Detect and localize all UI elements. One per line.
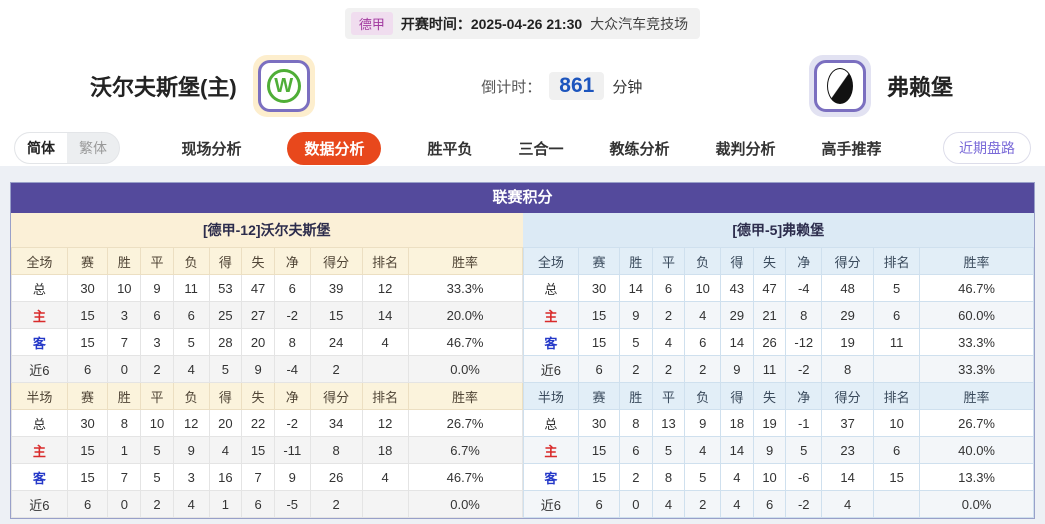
away-team: 弗赖堡: [808, 55, 953, 117]
stats-table-away: 全场赛胜平负得失净得分 排名 胜率总 30 14 6 10 43 47 -4 48 5 46.7% 主 15…: [522, 247, 1035, 518]
nav-tab[interactable]: 数据分析: [287, 131, 382, 165]
row-label: 客: [522, 463, 580, 491]
table-row: 主 15 1 5 9 4 15 -11 8 18 6.7%: [11, 436, 523, 464]
row-label: 近6: [522, 490, 580, 518]
nav-tab[interactable]: 三合一: [518, 140, 564, 158]
row-label: 总: [11, 409, 68, 437]
table-row: 客 15 7 3 5 28 20 8 24 4 46.7%: [11, 328, 523, 356]
row-label: 总: [522, 409, 580, 437]
countdown-unit: 分钟: [612, 78, 643, 96]
match-info-pill: 德甲 开赛时间：2025-04-26 21:30 大众汽车竞技场: [344, 8, 701, 39]
countdown: 倒计时： 861 分钟: [315, 72, 809, 100]
nav-tab[interactable]: 现场分析: [181, 140, 242, 158]
table-row: 近6 6 2 2 2 9 11 -2 8 33.3%: [522, 355, 1034, 383]
home-team-logo: W: [252, 55, 315, 117]
column-header-row: 半场赛胜平负得失净得分 排名 胜率: [522, 382, 1034, 410]
lang-simplified-option[interactable]: 简体: [15, 133, 67, 163]
column-header-row: 半场赛胜平负得失净得分 排名 胜率: [11, 382, 523, 410]
nav-tab[interactable]: 高手推荐: [821, 140, 882, 158]
row-label: 客: [11, 328, 68, 356]
nav-tab[interactable]: 胜平负: [427, 140, 473, 158]
away-team-name: 弗赖堡: [886, 75, 953, 100]
language-toggle[interactable]: 简体 繁体: [14, 132, 120, 164]
table-row: 总 30 8 10 12 20 22 -2 34 12 26.7%: [11, 409, 523, 437]
home-team: 沃尔夫斯堡(主) W: [90, 55, 315, 117]
countdown-label: 倒计时：: [481, 78, 542, 96]
table-row: 客 15 5 4 6 14 26 -12 19 11 33.3%: [522, 328, 1034, 356]
card-title: 联赛积分: [11, 183, 1034, 213]
match-header: 沃尔夫斯堡(主) W 倒计时： 861 分钟 弗赖堡: [0, 42, 1045, 130]
nav-tab[interactable]: 裁判分析: [715, 140, 776, 158]
table-row: 近6 6 0 2 4 5 9 -4 2 0.0%: [11, 355, 523, 383]
table-row: 主 15 9 2 4 29 21 8 29 6 60.0%: [522, 301, 1034, 329]
stats-table-home: 全场赛胜平负得失净得分 排名 胜率总 30 10 9 11 53 47 6 39 12 33.3% 主 15…: [11, 247, 523, 518]
recent-trends-button[interactable]: 近期盘路: [943, 132, 1031, 164]
nav-tab[interactable]: 教练分析: [609, 140, 670, 158]
league-points-card: 联赛积分 [德甲-12]沃尔夫斯堡 [德甲-5]弗赖堡 全场赛胜平负得失净得分排…: [10, 182, 1035, 519]
column-header-row: 全场赛胜平负得失净得分 排名 胜率: [11, 247, 523, 275]
row-label: 总: [522, 274, 580, 302]
away-table-header: [德甲-5]弗赖堡: [522, 213, 1034, 247]
row-label: 近6: [522, 355, 580, 383]
away-team-logo: [808, 55, 871, 117]
countdown-value: 861: [549, 72, 605, 100]
lang-traditional-option[interactable]: 繁体: [79, 140, 107, 156]
nav-bar: 简体 繁体 现场分析 数据分析 胜平负 三合一 教练分析 裁判分析 高手推荐 近期盘路: [0, 130, 1045, 166]
stats-section: 联赛积分 [德甲-12]沃尔夫斯堡 [德甲-5]弗赖堡 全场赛胜平负得失净得分排…: [0, 166, 1045, 524]
table-row: 主 15 6 5 4 14 9 5 23 6 40.0%: [522, 436, 1034, 464]
top-bar: 德甲 开赛时间：2025-04-26 21:30 大众汽车竞技场: [0, 0, 1045, 42]
row-label: 主: [522, 301, 580, 329]
row-label: 主: [522, 436, 580, 464]
kickoff-time: 开赛时间：2025-04-26 21:30: [400, 15, 583, 32]
table-row: 近6 6 0 4 2 4 6 -2 4 0.0%: [522, 490, 1034, 518]
row-label: 主: [11, 301, 68, 329]
table-row: 总 30 14 6 10 43 47 -4 48 5 46.7%: [522, 274, 1034, 302]
table-row: 总 30 10 9 11 53 47 6 39 12 33.3%: [11, 274, 523, 302]
table-row: 近6 6 0 2 4 1 6 -5 2 0.0%: [11, 490, 523, 518]
nav-tabs: 现场分析 数据分析 胜平负 三合一 教练分析 裁判分析 高手推荐: [120, 131, 943, 165]
row-label: 客: [11, 463, 68, 491]
row-label: 近6: [11, 490, 68, 518]
home-table-header: [德甲-12]沃尔夫斯堡: [11, 213, 523, 247]
table-row: 总 30 8 13 9 18 19 -1 37 10 26.7%: [522, 409, 1034, 437]
row-label: 总: [11, 274, 68, 302]
row-label: 近6: [11, 355, 68, 383]
table-row: 客 15 7 5 3 16 7 9 26 4 46.7%: [11, 463, 523, 491]
freiburg-logo-icon: [826, 68, 853, 104]
home-team-name: 沃尔夫斯堡(主): [90, 75, 237, 100]
column-header-row: 全场赛胜平负得失净得分 排名 胜率: [522, 247, 1034, 275]
row-label: 客: [522, 328, 580, 356]
table-row: 客 15 2 8 5 4 10 -6 14 15 13.3%: [522, 463, 1034, 491]
table-row: 主 15 3 6 6 25 27 -2 15 14 20.0%: [11, 301, 523, 329]
venue-name: 大众汽车竞技场: [590, 15, 689, 32]
league-badge: 德甲: [350, 12, 393, 35]
wolfsburg-logo-icon: W: [266, 69, 301, 103]
row-label: 主: [11, 436, 68, 464]
